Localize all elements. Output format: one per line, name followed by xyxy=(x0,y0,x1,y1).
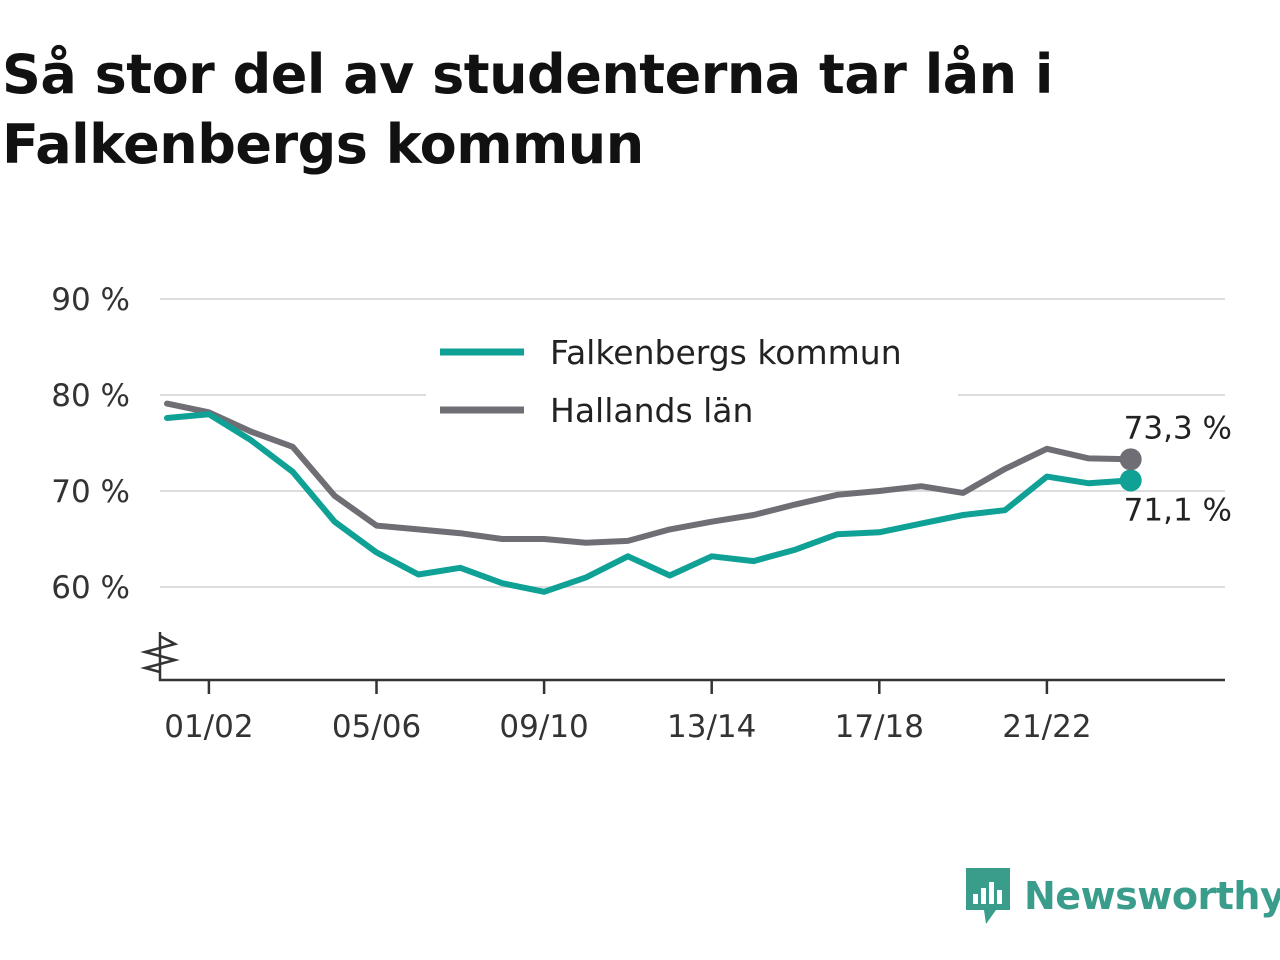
chart-title: Så stor del av studenterna tar lån i Fal… xyxy=(2,43,1053,176)
end-labels: 71,1 % 73,3 % xyxy=(1119,410,1232,528)
legend-label: Hallands län xyxy=(550,391,753,430)
y-axis-ticks: 60 % 70 % 80 % 90 % xyxy=(51,282,130,606)
end-point xyxy=(1119,448,1142,471)
newsworthy-logo-icon xyxy=(966,868,1010,924)
x-axis-ticks: 01/02 05/06 09/10 13/14 17/18 21/22 xyxy=(164,680,1092,745)
x-tick-label: 17/18 xyxy=(835,709,924,745)
legend-label: Falkenbergs kommun xyxy=(550,333,902,372)
y-tick-label: 80 % xyxy=(51,378,130,414)
end-point xyxy=(1119,469,1142,492)
end-value-label: 71,1 % xyxy=(1124,492,1232,528)
series-line xyxy=(164,400,1134,546)
x-tick-label: 05/06 xyxy=(332,709,421,745)
x-tick-label: 21/22 xyxy=(1002,709,1091,745)
series-lines xyxy=(164,400,1134,595)
end-value-label: 73,3 % xyxy=(1124,410,1232,446)
y-tick-label: 90 % xyxy=(51,282,130,318)
series-line xyxy=(164,411,1134,595)
x-tick-label: 01/02 xyxy=(164,709,253,745)
legend-background xyxy=(426,322,958,440)
y-tick-label: 70 % xyxy=(51,474,130,510)
axis-break-mark xyxy=(140,634,180,674)
x-tick-label: 09/10 xyxy=(499,709,588,745)
axis-line xyxy=(158,632,1225,682)
x-tick-label: 13/14 xyxy=(667,709,756,745)
newsworthy-brand[interactable]: Newsworthy xyxy=(962,864,1280,928)
x-axis xyxy=(140,632,1225,682)
y-tick-label: 60 % xyxy=(51,570,130,606)
legend: Falkenbergs kommun Hallands län xyxy=(426,322,958,440)
brand-name: Newsworthy xyxy=(1024,874,1280,918)
